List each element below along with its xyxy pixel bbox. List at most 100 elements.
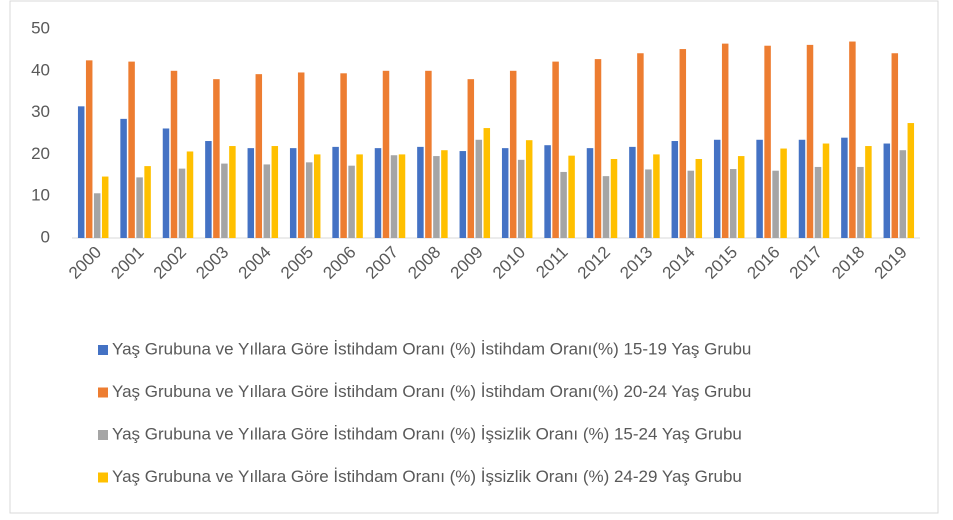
bar — [170, 70, 178, 238]
bar — [695, 158, 703, 238]
bar — [374, 148, 382, 238]
bar — [271, 146, 279, 238]
bar — [93, 193, 101, 238]
bar — [586, 148, 594, 238]
bar — [305, 162, 313, 238]
x-tick-label: 2001 — [107, 243, 147, 283]
bar — [221, 163, 228, 238]
bar — [560, 171, 567, 238]
bar — [772, 170, 779, 238]
y-tick-label: 10 — [31, 186, 50, 205]
bar — [713, 139, 721, 238]
bar — [178, 168, 186, 238]
x-tick-label: 2010 — [489, 243, 529, 283]
bar — [441, 150, 448, 238]
bar — [340, 73, 347, 238]
chart-border — [9, 0, 939, 514]
bar — [602, 176, 610, 238]
bar — [568, 155, 575, 238]
bar — [390, 155, 398, 238]
x-tick-label: 2009 — [447, 243, 487, 283]
legend-swatch — [98, 430, 108, 440]
bar — [671, 141, 679, 238]
legend-swatch — [98, 472, 108, 483]
bar — [737, 156, 745, 238]
bar — [806, 44, 814, 238]
bar — [433, 156, 440, 238]
x-tick-label: 2016 — [743, 243, 783, 283]
bar — [594, 59, 602, 238]
bar — [891, 53, 899, 238]
x-tick-label: 2000 — [65, 243, 105, 283]
bar — [653, 154, 660, 238]
bar — [756, 139, 763, 238]
bar — [907, 123, 915, 238]
bar — [162, 128, 170, 238]
bar — [544, 145, 551, 238]
x-tick-label: 2003 — [192, 243, 232, 283]
bar — [263, 164, 271, 238]
bar — [348, 165, 355, 238]
bar — [525, 140, 533, 238]
bar — [128, 61, 135, 238]
bar — [780, 148, 787, 238]
bar — [205, 141, 212, 238]
legend-label: Yaş Grubuna ve Yıllara Göre İstihdam Ora… — [112, 382, 751, 401]
bar — [721, 43, 729, 238]
bar — [841, 137, 848, 238]
bar — [467, 79, 475, 238]
bar — [459, 151, 467, 238]
bar — [509, 70, 517, 238]
bar — [629, 146, 636, 238]
bar — [729, 169, 737, 238]
bar — [332, 146, 339, 238]
x-tick-label: 2018 — [828, 243, 868, 283]
bar — [136, 177, 143, 238]
bar — [382, 70, 390, 238]
bar — [679, 49, 687, 239]
bar — [186, 151, 194, 238]
x-tick-label: 2014 — [659, 243, 699, 283]
bar — [814, 166, 822, 238]
bar — [213, 79, 220, 238]
x-tick-label: 2013 — [616, 243, 656, 283]
bar — [865, 146, 872, 238]
bar — [501, 148, 509, 238]
bar — [120, 118, 127, 238]
legend-swatch — [98, 345, 108, 355]
x-tick-label: 2006 — [319, 243, 359, 283]
bar — [645, 169, 652, 238]
bar — [85, 60, 93, 238]
bar — [764, 45, 771, 238]
bar — [610, 158, 618, 238]
x-tick-label: 2015 — [701, 243, 741, 283]
bar — [849, 41, 856, 238]
x-tick-label: 2007 — [362, 243, 402, 283]
x-tick-label: 2004 — [235, 243, 275, 283]
bar — [289, 148, 297, 238]
bar — [356, 154, 363, 238]
x-tick-label: 2012 — [574, 243, 614, 283]
x-tick-label: 2011 — [532, 243, 571, 282]
bar — [313, 154, 321, 238]
bar — [637, 53, 644, 238]
bar — [255, 74, 263, 238]
bar — [229, 146, 236, 238]
x-tick-label: 2002 — [150, 243, 190, 283]
legend-label: Yaş Grubuna ve Yıllara Göre İstihdam Ora… — [112, 339, 751, 358]
bar — [822, 143, 830, 238]
bar — [417, 146, 424, 238]
legend-swatch — [98, 387, 108, 398]
bar — [883, 143, 891, 238]
y-tick-label: 50 — [31, 18, 50, 37]
y-tick-label: 0 — [41, 227, 50, 246]
bar — [687, 170, 695, 238]
y-tick-label: 30 — [31, 102, 50, 121]
bar — [247, 148, 255, 238]
legend-label: Yaş Grubuna ve Yıllara Göre İstihdam Ora… — [112, 467, 742, 486]
bar — [77, 106, 85, 238]
x-tick-label: 2019 — [871, 243, 911, 283]
bar — [899, 150, 907, 238]
bar — [483, 128, 491, 238]
